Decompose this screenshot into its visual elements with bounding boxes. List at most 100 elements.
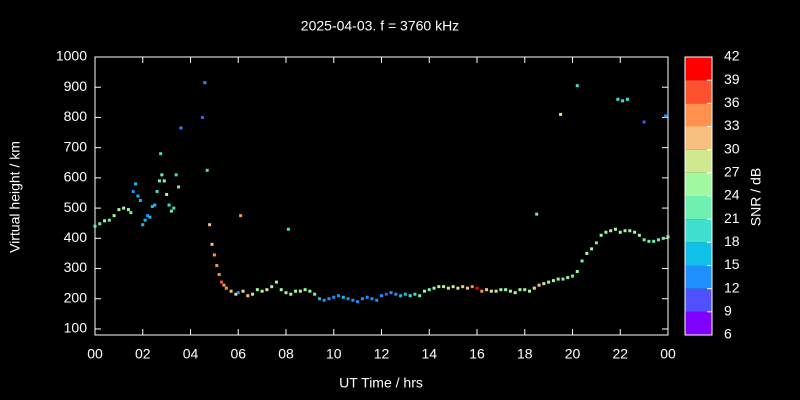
point (480, 289, 484, 293)
point (652, 239, 656, 243)
point (284, 291, 288, 295)
point (117, 208, 121, 212)
point (604, 230, 608, 234)
point (317, 297, 321, 301)
point (332, 295, 336, 299)
point (613, 227, 617, 231)
point (394, 292, 398, 296)
x-tick-label: 22 (612, 346, 628, 362)
point (408, 294, 412, 298)
y-tick-label: 200 (64, 289, 88, 305)
point (461, 285, 465, 289)
point (470, 285, 474, 289)
point (160, 173, 164, 177)
point (107, 218, 111, 222)
point (489, 289, 493, 293)
colorbar-tick-label: 12 (724, 279, 740, 295)
point (203, 81, 207, 85)
point (384, 292, 388, 296)
point (542, 282, 546, 286)
point (621, 99, 625, 103)
point (122, 206, 126, 210)
colorbar-segment (685, 126, 712, 150)
point (220, 280, 224, 284)
point (129, 211, 133, 215)
colorbar-label: SNR / dB (748, 168, 764, 226)
point (633, 230, 637, 234)
point (585, 251, 589, 255)
x-tick-label: 06 (230, 346, 246, 362)
colorbar-segment (685, 103, 712, 127)
point (131, 189, 135, 193)
point (138, 199, 142, 203)
colorbar-segment (685, 265, 712, 289)
point (413, 292, 417, 296)
point (346, 297, 350, 301)
point (625, 97, 629, 101)
colorbar-segment (685, 311, 712, 335)
point (528, 289, 532, 293)
point (239, 214, 243, 218)
point (594, 241, 598, 245)
point (234, 292, 238, 296)
point (561, 277, 565, 281)
x-tick-label: 18 (517, 346, 533, 362)
point (465, 286, 469, 290)
point (556, 277, 560, 281)
point (322, 298, 326, 302)
point (157, 179, 161, 183)
x-tick-label: 20 (565, 346, 581, 362)
point (205, 168, 209, 172)
point (664, 114, 668, 118)
point (418, 294, 422, 298)
point (255, 288, 259, 292)
y-tick-label: 500 (64, 199, 88, 215)
point (208, 223, 212, 227)
point (494, 289, 498, 293)
colorbar-tick-label: 42 (724, 48, 740, 64)
point (566, 276, 570, 280)
colorbar-tick-label: 21 (724, 210, 740, 226)
point (337, 294, 341, 298)
point (308, 289, 312, 293)
point (236, 291, 240, 295)
point (618, 230, 622, 234)
x-tick-label: 00 (660, 346, 676, 362)
colorbar-segment (685, 196, 712, 220)
point (370, 297, 374, 301)
point (432, 286, 436, 290)
point (286, 227, 290, 231)
point (535, 212, 539, 216)
x-tick-label: 14 (421, 346, 437, 362)
point (590, 247, 594, 251)
x-tick-label: 00 (87, 346, 103, 362)
point (642, 238, 646, 242)
y-tick-label: 800 (64, 108, 88, 124)
y-tick-label: 100 (64, 320, 88, 336)
point (623, 229, 627, 233)
y-tick-label: 1000 (56, 48, 87, 64)
point (537, 283, 541, 287)
point (169, 209, 173, 213)
point (427, 288, 431, 292)
point (628, 229, 632, 233)
point (294, 289, 298, 293)
point (360, 297, 364, 301)
point (172, 206, 176, 210)
point (456, 286, 460, 290)
point (224, 286, 228, 290)
colorbar-segment (685, 57, 712, 81)
colorbar-tick-label: 9 (724, 303, 732, 319)
point (134, 182, 138, 186)
point (241, 289, 245, 293)
point (212, 253, 216, 257)
point (375, 298, 379, 302)
colorbar-segment (685, 288, 712, 312)
point (246, 294, 250, 298)
point (637, 233, 641, 237)
point (513, 291, 517, 295)
point (356, 300, 360, 304)
colorbar-tick-label: 27 (724, 164, 740, 180)
y-axis-label: Virtual height / km (7, 141, 23, 253)
